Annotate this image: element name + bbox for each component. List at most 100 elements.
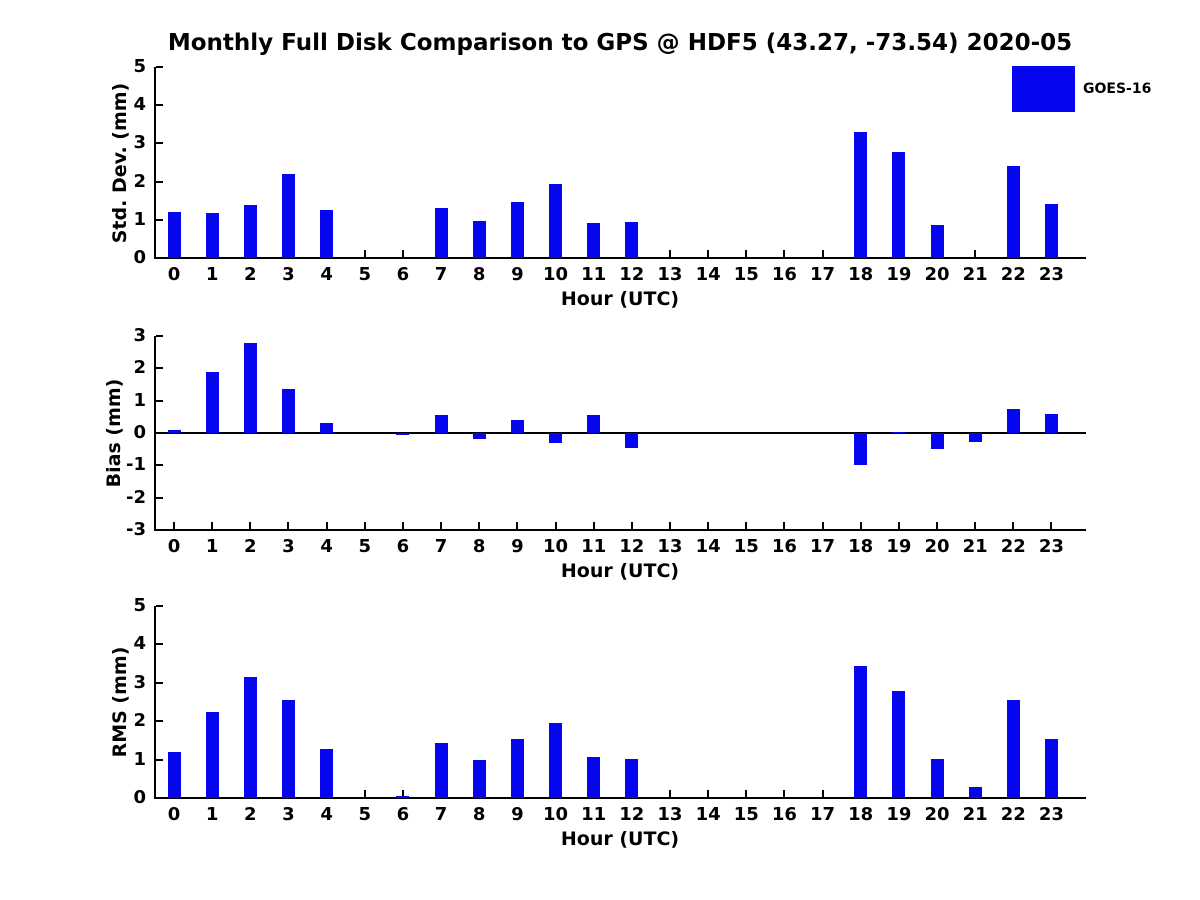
bar-hour-10 <box>549 184 562 258</box>
x-tick-label: 6 <box>396 536 410 557</box>
x-tick-label: 22 <box>1000 804 1026 825</box>
x-tick-label: 20 <box>924 536 950 557</box>
x-tick-label: 17 <box>810 804 836 825</box>
bar-hour-1 <box>205 371 219 433</box>
x-tick-label: 19 <box>886 804 912 825</box>
x-tick <box>821 522 824 529</box>
x-tick <box>211 522 214 529</box>
bar-hour-9 <box>510 738 524 798</box>
y-tick <box>156 335 163 337</box>
x-tick-label: 16 <box>771 536 797 557</box>
y-tick-label: 3 <box>133 132 146 154</box>
y-tick-label: 0 <box>133 247 146 268</box>
bar-hour-9 <box>510 420 524 433</box>
zero-line <box>154 432 1086 434</box>
bar-hour-8 <box>472 433 486 439</box>
bar-hour-4 <box>320 210 334 258</box>
x-axis-label: Hour (UTC) <box>560 560 680 582</box>
x-tick <box>859 522 862 529</box>
bar-hour-12 <box>625 433 639 448</box>
x-tick <box>440 522 443 529</box>
x-tick-label: 21 <box>962 804 988 825</box>
bar-hour-3 <box>281 699 295 798</box>
x-tick <box>1050 522 1053 529</box>
x-tick <box>974 250 977 257</box>
x-tick-label: 3 <box>282 536 295 557</box>
y-tick <box>156 464 163 467</box>
bar-hour-22 <box>1006 700 1020 798</box>
bar-hour-11 <box>587 414 601 433</box>
x-tick-label: 7 <box>434 536 448 557</box>
y-tick-label: 0 <box>133 787 146 808</box>
x-tick-label: 10 <box>542 804 569 825</box>
x-tick-label: 2 <box>244 804 257 825</box>
x-tick-label: 21 <box>962 264 988 285</box>
x-tick <box>287 522 290 529</box>
x-tick-label: 11 <box>581 536 607 557</box>
y-tick <box>156 797 163 799</box>
bar-hour-22 <box>1006 409 1020 433</box>
bar-hour-22 <box>1006 165 1020 258</box>
x-tick-label: 9 <box>511 804 524 825</box>
x-tick-label: 15 <box>733 264 759 285</box>
x-tick-label: 22 <box>1000 536 1026 557</box>
x-tick-label: 4 <box>320 804 333 825</box>
bar-hour-6 <box>396 433 410 435</box>
x-tick-label: 5 <box>358 536 372 557</box>
x-tick-label: 13 <box>657 536 683 557</box>
x-tick-label: 16 <box>771 804 797 825</box>
bar-hour-20 <box>930 225 944 258</box>
y-tick <box>156 681 163 684</box>
bar-hour-23 <box>1044 739 1058 798</box>
x-axis <box>154 797 1086 799</box>
bar-hour-3 <box>281 389 295 433</box>
x-tick-label: 12 <box>619 536 645 557</box>
x-tick-label: 6 <box>396 804 410 825</box>
x-tick <box>592 522 595 529</box>
x-tick-label: 19 <box>886 264 912 285</box>
bar-hour-2 <box>243 677 257 798</box>
bar-hour-0 <box>167 751 181 798</box>
x-tick <box>516 522 519 529</box>
x-tick <box>783 790 786 797</box>
bar-hour-0 <box>167 429 181 433</box>
bar-hour-7 <box>434 414 448 433</box>
x-tick <box>1012 522 1015 529</box>
x-tick <box>745 790 748 797</box>
x-tick-label: 8 <box>472 536 486 557</box>
x-tick-label: 8 <box>472 804 486 825</box>
x-tick-label: 15 <box>733 804 759 825</box>
y-tick <box>156 605 163 607</box>
bar-hour-1 <box>205 212 219 258</box>
y-axis-label: Bias (mm) <box>103 378 125 488</box>
x-tick-label: 9 <box>511 264 524 285</box>
bar-hour-19 <box>892 152 906 258</box>
x-tick-label: 13 <box>657 264 683 285</box>
bar-hour-7 <box>434 208 448 258</box>
x-tick <box>897 522 900 529</box>
x-tick-label: 16 <box>771 264 797 285</box>
bar-hour-18 <box>854 433 868 465</box>
x-tick <box>783 522 786 529</box>
legend-label: GOES-16 <box>1083 81 1152 97</box>
y-tick-label: -2 <box>126 486 146 508</box>
legend-swatch-goes16 <box>1012 66 1075 112</box>
bar-hour-12 <box>625 759 639 798</box>
bar-hour-21 <box>968 786 982 798</box>
y-tick-label: 0 <box>133 422 146 443</box>
bar-hour-0 <box>167 212 181 258</box>
x-tick-label: 2 <box>244 264 257 285</box>
x-tick <box>821 250 824 257</box>
bar-hour-18 <box>854 131 868 258</box>
x-tick-label: 1 <box>205 536 219 557</box>
x-tick-label: 2 <box>244 536 257 557</box>
bar-hour-23 <box>1044 413 1058 433</box>
y-tick-label: 1 <box>133 389 146 411</box>
x-tick <box>707 790 710 797</box>
x-tick-label: 10 <box>542 264 569 285</box>
x-tick-label: 23 <box>1038 264 1064 285</box>
x-tick <box>974 522 977 529</box>
bar-hour-2 <box>243 204 257 258</box>
y-tick <box>156 218 163 221</box>
x-tick-label: 4 <box>320 536 333 557</box>
